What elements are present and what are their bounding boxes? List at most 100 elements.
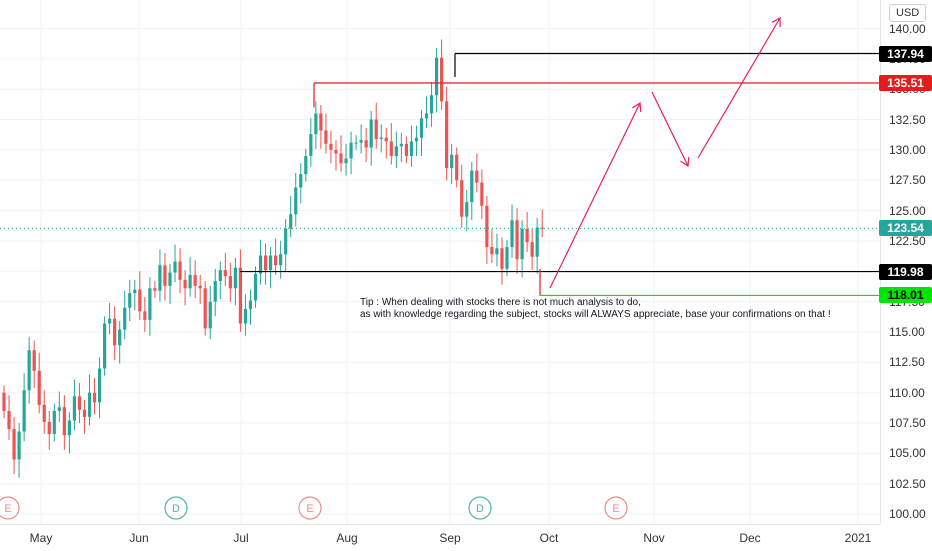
y-tick-label: 107.50 [889, 416, 926, 431]
candle-body [354, 142, 358, 144]
candle-body [228, 276, 232, 289]
candle-body [113, 318, 117, 346]
candle-body [434, 57, 439, 96]
candle-body [52, 410, 56, 434]
candle-body [72, 396, 77, 421]
arrow-segment [651, 91, 689, 167]
candle-body [128, 293, 132, 308]
candle-body [404, 143, 408, 156]
candle-body [279, 254, 283, 266]
candle-body [274, 255, 278, 266]
candle-body [284, 228, 288, 255]
candle-body [193, 274, 197, 286]
tip-line-2: as with knowledge regarding the subject,… [360, 309, 831, 320]
candle-body [414, 137, 419, 142]
candle-body [424, 113, 429, 119]
candle-body [67, 420, 71, 436]
candle-body [530, 242, 534, 257]
candle-body [455, 154, 459, 181]
currency-label[interactable]: USD [889, 4, 927, 22]
candle-body [118, 329, 122, 346]
time-axis[interactable] [0, 524, 880, 551]
candles [2, 39, 544, 478]
x-tick-label: Dec [739, 531, 761, 545]
candle-body [243, 308, 248, 324]
candle-body [108, 318, 112, 324]
candle-body [188, 274, 192, 289]
x-tick-label: 2021 [844, 531, 872, 545]
y-tick-label: 102.50 [889, 476, 926, 491]
price-levels [0, 52, 880, 297]
projection-arrows [549, 16, 781, 289]
y-tick-label: 100.00 [889, 507, 926, 522]
candle-body [82, 409, 87, 417]
candle-body [495, 248, 499, 255]
candle-body [389, 141, 393, 156]
candle-body [409, 141, 414, 156]
level-tag: 135.51 [879, 75, 932, 91]
candle-body [329, 143, 333, 150]
event-marker-label: E [306, 503, 313, 515]
candle-body [440, 57, 444, 102]
event-marker-label: E [612, 503, 619, 515]
candle-body [57, 407, 61, 411]
candle-body [17, 431, 21, 460]
arrow-head [632, 101, 642, 113]
event-marker-label: D [172, 503, 180, 515]
level-tag: 118.01 [879, 287, 932, 304]
candle-body [27, 350, 31, 391]
candle-body [324, 130, 328, 144]
candle-body [289, 214, 293, 229]
candle-body [238, 267, 243, 324]
y-tick-label: 127.50 [889, 173, 926, 188]
y-tick-label: 115.00 [889, 325, 925, 339]
candle-body [364, 140, 368, 148]
candle-body [233, 267, 237, 289]
candle-body [510, 220, 514, 248]
candle-body [12, 429, 16, 460]
candle-body [500, 248, 504, 269]
price-axis[interactable] [880, 0, 932, 524]
candle-body [32, 350, 36, 371]
y-tick-label: 130.00 [889, 142, 926, 157]
earnings-marker [298, 496, 322, 520]
x-tick-label: Oct [539, 531, 559, 545]
candle-body [7, 410, 11, 430]
candle-body [253, 273, 258, 301]
event-marker-label: E [4, 503, 11, 515]
current-price-tag: 123.54 [879, 220, 932, 237]
candle-body [158, 265, 162, 291]
candle-body [540, 227, 544, 229]
y-tick-label: 110.00 [889, 385, 925, 400]
y-tick-label: 125.00 [889, 203, 926, 218]
candle-body [87, 392, 92, 417]
y-tick-label: 122.50 [889, 233, 926, 248]
candle-body [47, 421, 51, 434]
tip-line-1: Tip : When dealing with stocks there is … [360, 297, 641, 308]
tip-annotation: Tip : When dealing with stocks there is … [360, 297, 831, 321]
candle-body [133, 289, 137, 294]
candle-body [505, 247, 509, 269]
x-tick-label: Nov [643, 531, 665, 545]
candle-body [173, 261, 177, 273]
y-tick-label: 140.00 [889, 21, 926, 36]
dividend-marker [164, 496, 188, 520]
candle-body [183, 279, 187, 289]
y-tick-label: 105.00 [889, 446, 926, 461]
y-tick-label: 132.50 [889, 112, 926, 127]
candle-body [314, 113, 318, 135]
candle-body [480, 182, 484, 206]
candle-body [470, 170, 474, 203]
arrow-head [771, 16, 781, 28]
earnings-marker [0, 496, 20, 520]
candle-body [223, 270, 227, 277]
dividend-marker [468, 496, 492, 520]
candle-body [490, 247, 494, 255]
candle-body [123, 307, 127, 330]
candle-body [344, 158, 348, 164]
candle-body [515, 220, 519, 260]
candle-body [208, 301, 212, 329]
candle-body [379, 137, 383, 139]
